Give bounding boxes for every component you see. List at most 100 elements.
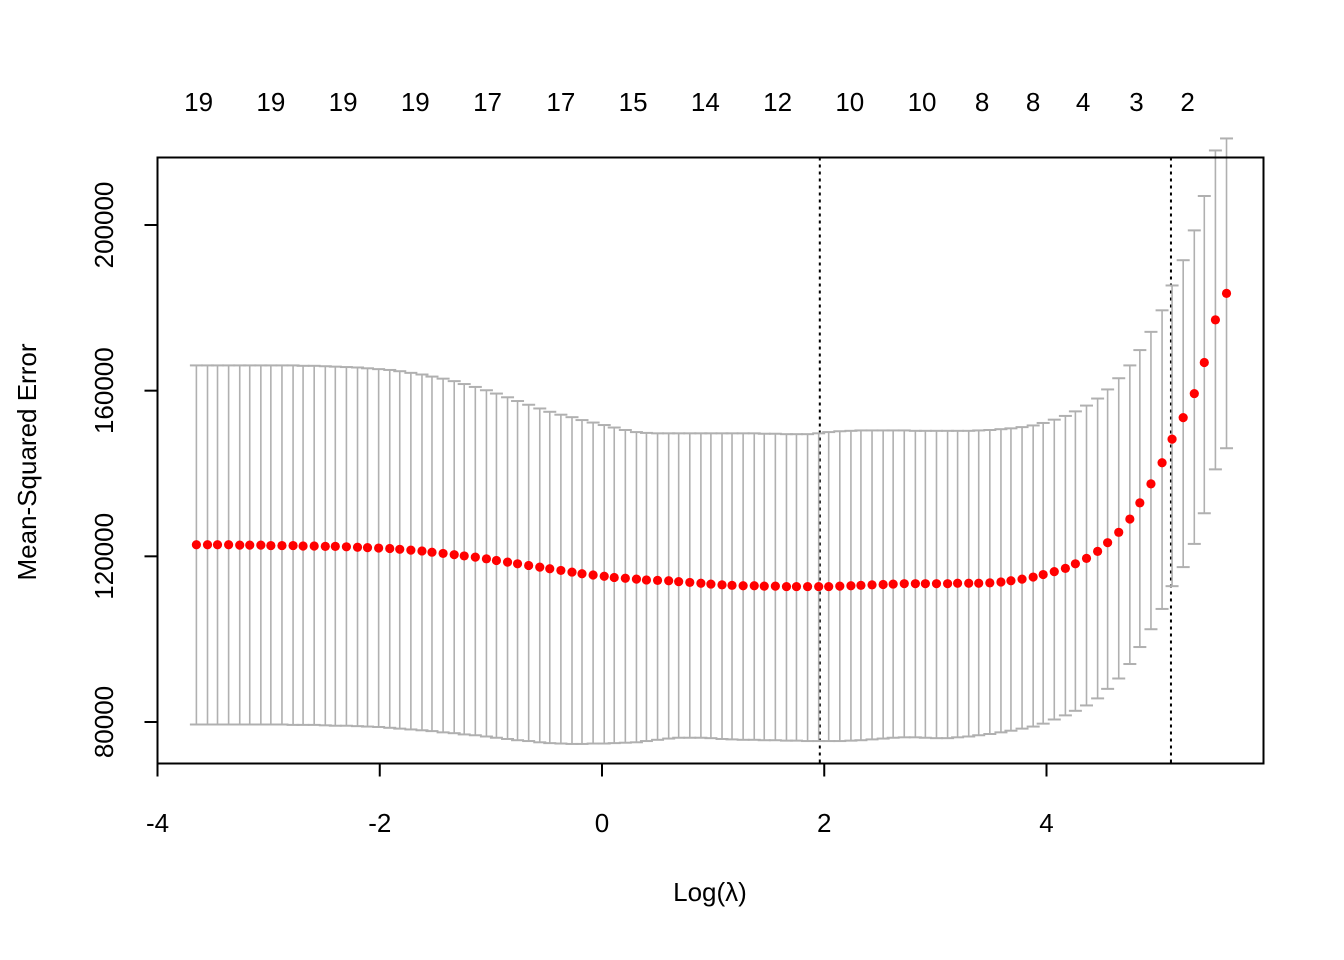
mse-point (802, 581, 813, 592)
mse-point (749, 581, 759, 591)
mse-point (362, 543, 373, 553)
top-axis-label: 17 (546, 87, 575, 117)
mse-point (1070, 559, 1080, 569)
top-axis-label: 17 (473, 87, 502, 117)
mse-point (974, 578, 984, 588)
mse-point (556, 565, 566, 576)
mse-point (1028, 572, 1038, 582)
mse-point (931, 579, 942, 589)
mse-point (577, 569, 587, 579)
mse-point (706, 579, 716, 589)
mse-point (245, 540, 255, 550)
mse-point (535, 562, 545, 572)
mse-point (781, 581, 792, 592)
mse-point (1125, 514, 1135, 524)
mse-point (759, 581, 769, 591)
mse-point (449, 550, 459, 560)
mse-point (846, 581, 856, 591)
x-tick-label: 4 (1039, 808, 1053, 838)
mse-point (417, 546, 427, 556)
mse-point (696, 578, 706, 588)
x-axis: -4 -2 0 2 4 (146, 762, 1054, 838)
mse-point (717, 580, 727, 590)
mse-point (320, 541, 330, 551)
mse-point (277, 540, 287, 551)
top-axis-label: 10 (835, 87, 864, 117)
mse-point (1178, 412, 1188, 423)
mse-point (1157, 458, 1167, 468)
top-axis-label: 19 (329, 87, 358, 117)
top-axis-label: 19 (256, 87, 285, 117)
mse-point (256, 540, 266, 550)
top-axis: 19 19 19 19 17 17 15 14 12 10 10 8 8 4 3 2 (184, 87, 1195, 117)
top-axis-label: 3 (1129, 87, 1143, 117)
mse-point (1049, 567, 1059, 577)
mse-point (985, 578, 995, 588)
mse-point (235, 540, 245, 550)
y-tick-label: 160000 (89, 347, 119, 434)
mse-point (298, 541, 308, 551)
mse-point (609, 572, 619, 583)
mse-point (1199, 357, 1209, 368)
mse-point (1189, 388, 1199, 399)
mse-point (491, 555, 502, 566)
mse-point (856, 580, 866, 590)
top-axis-label: 12 (763, 87, 792, 117)
mse-point (942, 579, 953, 589)
mse-point (835, 581, 845, 591)
mse-point (588, 570, 598, 580)
mse-point (438, 548, 448, 559)
top-axis-label: 8 (1026, 87, 1040, 117)
mse-point (1103, 538, 1113, 548)
mse-point (899, 579, 909, 589)
mse-point (1006, 576, 1016, 586)
mse-point (1038, 569, 1048, 580)
mse-point (814, 581, 824, 592)
mse-point (1093, 546, 1103, 556)
top-axis-label: 10 (908, 87, 937, 117)
mse-point (224, 540, 234, 550)
y-axis: 80000 120000 160000 200000 (89, 182, 159, 758)
mse-point (202, 540, 213, 550)
x-tick-label: 2 (817, 808, 831, 838)
top-axis-label: 19 (401, 87, 430, 117)
y-tick-label: 80000 (89, 686, 119, 758)
mse-point (620, 573, 630, 583)
mse-point (330, 541, 340, 551)
mse-point (212, 540, 223, 550)
mse-point (674, 576, 684, 587)
mse-point (1060, 563, 1070, 573)
mse-point (599, 571, 609, 581)
top-axis-label: 8 (975, 87, 989, 117)
y-tick-label: 120000 (89, 513, 119, 600)
y-tick-label: 200000 (89, 182, 119, 269)
mse-point (824, 581, 834, 592)
mse-points (191, 288, 1232, 592)
mse-point (1210, 315, 1221, 325)
mse-point (374, 543, 384, 553)
mse-point (1114, 527, 1124, 537)
error-bars (189, 137, 1234, 745)
mse-point (191, 540, 201, 550)
mse-point (664, 576, 674, 586)
mse-point (406, 545, 416, 555)
mse-point (685, 577, 695, 588)
mse-point (867, 580, 877, 590)
mse-point (1081, 553, 1092, 564)
mse-point (953, 578, 963, 588)
mse-point (502, 557, 513, 567)
y-axis-title: Mean-Squared Error (12, 343, 42, 580)
mse-point (791, 581, 802, 592)
mse-point (309, 541, 319, 551)
mse-point (385, 543, 395, 554)
mse-point (920, 579, 930, 589)
mse-point (395, 544, 405, 554)
mse-point (352, 542, 363, 552)
mse-point (770, 581, 780, 591)
mse-point (1017, 574, 1027, 584)
mse-point (459, 551, 469, 561)
mse-point (631, 574, 642, 584)
mse-point (567, 567, 577, 577)
mse-point (1221, 288, 1232, 298)
